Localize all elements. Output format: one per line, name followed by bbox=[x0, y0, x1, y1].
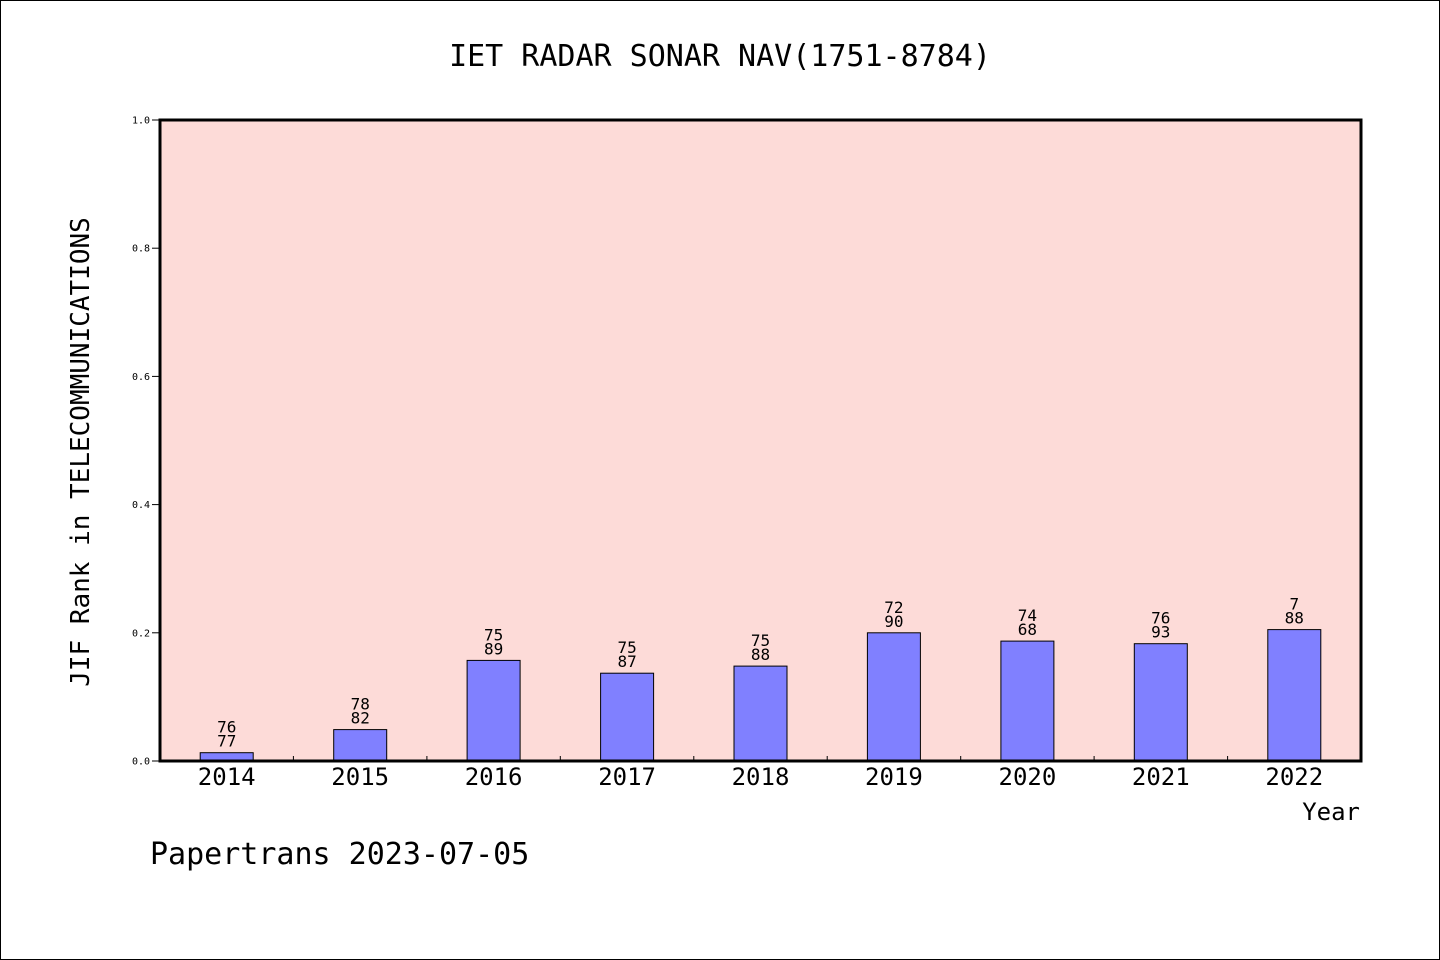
x-tick-label: 2020 bbox=[999, 763, 1057, 791]
x-tick-label: 2017 bbox=[598, 763, 656, 791]
x-tick-label: 2015 bbox=[331, 763, 389, 791]
bar-label-bottom: 88 bbox=[1285, 609, 1304, 628]
bar-label-bottom: 77 bbox=[217, 732, 236, 751]
bar-label-top: 76 bbox=[217, 718, 236, 737]
bar-2016 bbox=[466, 659, 521, 762]
bar-2022 bbox=[1267, 629, 1322, 762]
bar-2020 bbox=[1000, 640, 1055, 762]
y-tick-label: 0.6 bbox=[132, 372, 150, 383]
bar-label-top: 74 bbox=[1018, 606, 1037, 625]
bar-label-top: 75 bbox=[617, 638, 636, 657]
bar-label-bottom: 68 bbox=[1018, 620, 1037, 639]
bar-label-bottom: 88 bbox=[751, 645, 770, 664]
bar-label-top: 78 bbox=[351, 695, 370, 714]
footer-text: Papertrans 2023-07-05 bbox=[150, 837, 529, 872]
x-tick-label: 2018 bbox=[732, 763, 790, 791]
x-tick-label: 2022 bbox=[1265, 763, 1323, 791]
bar-label-top: 76 bbox=[1151, 609, 1170, 628]
chart-title: IET RADAR SONAR NAV(1751-8784) bbox=[449, 39, 991, 74]
y-axis-label: JIF Rank in TELECOMMUNICATIONS bbox=[66, 217, 96, 687]
bar-label-top: 7 bbox=[1289, 595, 1299, 614]
y-tick-label: 0.4 bbox=[132, 500, 150, 511]
x-tick-label: 2016 bbox=[465, 763, 523, 791]
bars bbox=[199, 629, 1322, 762]
x-tick-label: 2019 bbox=[865, 763, 923, 791]
bar-2021 bbox=[1133, 643, 1188, 762]
x-tick-label: 2014 bbox=[198, 763, 256, 791]
bar-2019 bbox=[866, 632, 921, 762]
bar-2017 bbox=[600, 672, 655, 762]
x-axis-label: Year bbox=[1302, 798, 1360, 826]
bar-label-bottom: 82 bbox=[351, 709, 370, 728]
x-axis-ticks: 2014 2015 2016 2017 2018 2019 2020 2021 2022 bbox=[198, 756, 1323, 791]
y-tick-label: 0.8 bbox=[132, 244, 150, 255]
bar-label-bottom: 93 bbox=[1151, 623, 1170, 642]
bar-label-top: 75 bbox=[751, 631, 770, 650]
bar-label-top: 72 bbox=[884, 598, 903, 617]
plot-frame bbox=[158, 118, 1363, 763]
bar-label-bottom: 87 bbox=[617, 652, 636, 671]
y-axis-ticks: 0.0 0.2 0.4 0.6 0.8 1.0 bbox=[132, 116, 160, 768]
bar-label-bottom: 90 bbox=[884, 612, 903, 631]
bar-label-bottom: 89 bbox=[484, 639, 503, 658]
y-tick-label: 0.2 bbox=[132, 628, 150, 639]
y-tick-label: 0.0 bbox=[132, 757, 150, 768]
bar-2018 bbox=[733, 665, 788, 762]
bar-label-top: 75 bbox=[484, 625, 503, 644]
x-tick-label: 2021 bbox=[1132, 763, 1190, 791]
y-tick-label: 1.0 bbox=[132, 116, 150, 127]
bar-2015 bbox=[333, 729, 388, 762]
